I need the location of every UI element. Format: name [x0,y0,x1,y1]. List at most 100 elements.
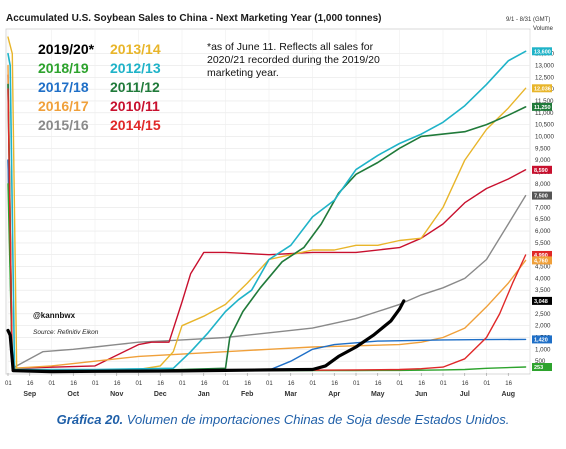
end-label-badge [532,102,552,111]
x-month-label: Oct [67,391,79,398]
series-line-2019-20 [6,299,406,374]
x-day-label: 16 [201,381,208,387]
legend-entry: 2010/11 [110,98,160,114]
legend: 2019/20* 2013/14 2018/19 2012/13 2017/18 2011… [38,41,161,133]
x-day-label: 16 [244,381,251,387]
x-day-label: 01 [49,381,56,387]
y-tick-label: 4,500 [535,264,551,271]
series-line-2012-13 [7,50,527,371]
x-day-label: 16 [418,381,425,387]
x-month-label: Nov [110,391,123,398]
end-label-badge [532,47,552,56]
legend-entry: 2015/16 [38,117,89,133]
x-day-label: 01 [136,381,143,387]
y-tick-label: 11,500 [535,98,554,105]
x-month-label: Jan [198,391,210,398]
x-day-label: 01 [92,381,99,387]
x-day-label: 01 [179,381,186,387]
y-tick-label: 500 [535,358,546,365]
y-tick-label: 4,000 [535,275,551,282]
legend-entry: 2019/20* [38,41,95,57]
end-label-badge [532,363,552,372]
end-label-badge [532,250,552,259]
end-label-badge [532,165,552,174]
x-day-label: 01 [353,381,360,387]
source-note: Source: Refinitiv Eikon [33,329,99,336]
x-day-label: 01 [266,381,273,387]
y-tick-label: 2,500 [535,311,551,318]
end-label-badge [532,335,552,344]
end-label-badge [532,296,552,305]
x-day-label: 16 [331,381,338,387]
y-tick-label: 12,500 [535,74,554,81]
legend-entry: 2014/15 [110,117,161,133]
x-day-label: 16 [157,381,164,387]
legend-entry: 2011/12 [110,79,160,95]
legend-entry: 2017/18 [38,79,89,95]
chart-note: *as of June 11. Reflects all sales for20… [207,41,380,79]
x-month-label: Feb [241,391,253,398]
x-day-label: 01 [5,381,12,387]
soybean-sales-chart: Accumulated U.S. Soybean Sales to China … [0,0,566,410]
series-lines [6,36,527,374]
chart-container: Accumulated U.S. Soybean Sales to China … [0,0,566,410]
series-line-2010-11 [7,74,527,369]
chart-background [0,0,566,410]
y-tick-label: 8,000 [535,181,551,188]
author-handle: @kannbwx [33,311,76,320]
date-range-label: 9/1 - 8/31 (GMT) [506,17,550,23]
note-line: *as of June 11. Reflects all sales for [207,41,374,53]
end-label-value: 253 [534,365,543,371]
y-tick-label: 6,500 [535,216,551,223]
y-tick-label: 1,000 [535,346,551,353]
end-label-badge [532,84,552,93]
legend-entry: 2012/13 [110,60,161,76]
legend-entry: 2013/14 [110,41,161,57]
end-label-value: 12,036 [534,86,551,92]
x-day-label: 01 [440,381,447,387]
end-label-value: 4,760 [534,258,548,264]
y-tick-label: 11,000 [535,110,554,117]
x-day-label: 16 [27,381,34,387]
x-day-label: 16 [288,381,295,387]
end-label-badge [532,256,552,265]
y-tick-label: 9,000 [535,157,551,164]
y-tick-label: 2,000 [535,323,551,330]
x-day-label: 01 [223,381,230,387]
x-month-label: Dec [154,391,167,398]
end-label-value: 3,048 [534,299,548,305]
figure-caption: Gráfica 20. Volumen de importaciones Chi… [0,412,566,427]
series-line-2016-17 [7,64,527,369]
x-month-label: Jul [460,391,470,398]
end-label-value: 13,600 [534,49,551,55]
x-day-label: 16 [114,381,121,387]
x-day-label: 16 [505,381,512,387]
legend-entry: 2016/17 [38,98,89,114]
note-line: marketing year. [207,67,279,79]
chart-title: Accumulated U.S. Soybean Sales to China … [6,13,381,24]
y-tick-label: 6,000 [535,228,551,235]
series-line-2015-16 [7,159,527,369]
x-day-label: 01 [484,381,491,387]
y-tick-label: 10,500 [535,122,554,129]
x-month-label: Apr [328,391,340,398]
x-day-label: 01 [310,381,317,387]
y-tick-label: 7,000 [535,204,551,211]
legend-entry: 2018/19 [38,60,89,76]
figure-caption-text: Volumen de importaciones Chinas de Soja … [123,412,510,427]
end-label-value: 8,590 [534,168,548,174]
x-day-label: 16 [462,381,469,387]
x-day-label: 16 [70,381,77,387]
volume-label: Volume [533,26,554,32]
y-tick-label: 5,500 [535,240,551,247]
y-tick-label: 13,000 [535,62,554,69]
end-label-value: 11,250 [534,105,551,111]
y-tick-label: 10,000 [535,133,554,140]
end-label-badge [532,191,552,200]
y-tick-label: 9,500 [535,145,551,152]
end-label-value: 4,990 [534,253,548,259]
x-month-label: Aug [501,391,515,398]
y-tick-label: 3,500 [535,287,551,294]
end-label-value: 1,420 [534,337,548,343]
